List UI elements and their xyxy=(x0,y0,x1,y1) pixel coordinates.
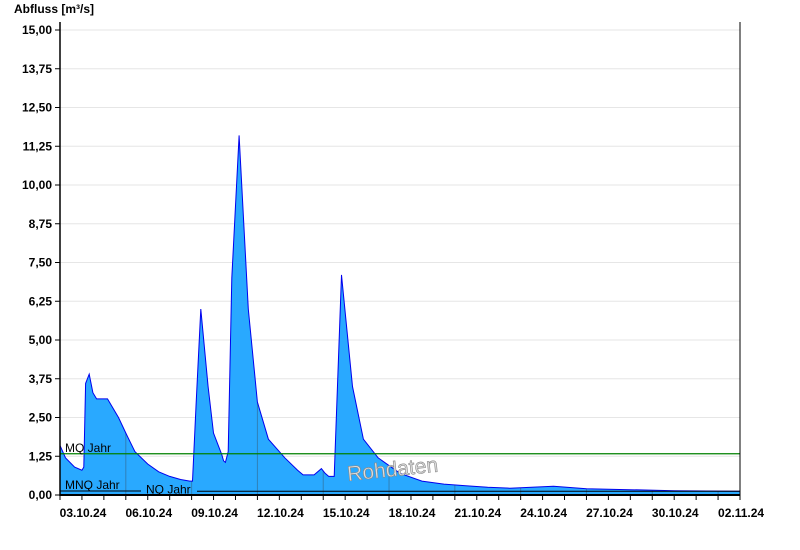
y-tick-label: 11,25 xyxy=(23,139,53,153)
mq-label: MQ Jahr xyxy=(65,441,111,455)
y-tick-label: 8,75 xyxy=(29,217,53,231)
discharge-area xyxy=(60,135,740,495)
x-tick-label: 03.10.24 xyxy=(60,506,107,520)
axes: 0,00 1,25 2,50 3,75 5,00 6,25 7,50 8,75 10,00 11,… xyxy=(22,22,764,520)
y-axis-label: Abfluss [m³/s] xyxy=(14,2,94,16)
x-tick-label: 21.10.24 xyxy=(454,506,501,520)
y-tick-label: 7,50 xyxy=(29,256,53,270)
y-tick-label: 2,50 xyxy=(29,411,53,425)
y-tick-label: 5,00 xyxy=(29,333,53,347)
y-tick-label: 10,00 xyxy=(22,178,52,192)
x-tick-label: 27.10.24 xyxy=(586,506,633,520)
x-tick-label: 02.11.24 xyxy=(718,506,764,520)
y-tick-label: 12,50 xyxy=(22,101,52,115)
x-tick-label: 24.10.24 xyxy=(520,506,567,520)
y-tick-label: 3,75 xyxy=(29,372,53,386)
y-tick-label: 13,75 xyxy=(22,62,52,76)
y-tick-label: 6,25 xyxy=(29,294,53,308)
y-tick-label: 0,00 xyxy=(29,488,53,502)
x-tick-label: 18.10.24 xyxy=(389,506,436,520)
x-tick-label: 12.10.24 xyxy=(257,506,304,520)
x-tick-label: 09.10.24 xyxy=(191,506,238,520)
y-tick-label: 15,00 xyxy=(22,23,52,37)
discharge-line xyxy=(59,135,741,492)
nq-label: NQ Jahr xyxy=(146,482,191,496)
x-tick-label: 06.10.24 xyxy=(125,506,172,520)
x-tick-label: 30.10.24 xyxy=(652,506,699,520)
reference-lines: MQ Jahr MNQ Jahr NQ Jahr xyxy=(60,441,740,496)
mnq-label: MNQ Jahr xyxy=(65,478,120,492)
y-tick-label: 1,25 xyxy=(29,449,53,463)
x-tick-label: 15.10.24 xyxy=(323,506,370,520)
grid xyxy=(60,29,740,457)
